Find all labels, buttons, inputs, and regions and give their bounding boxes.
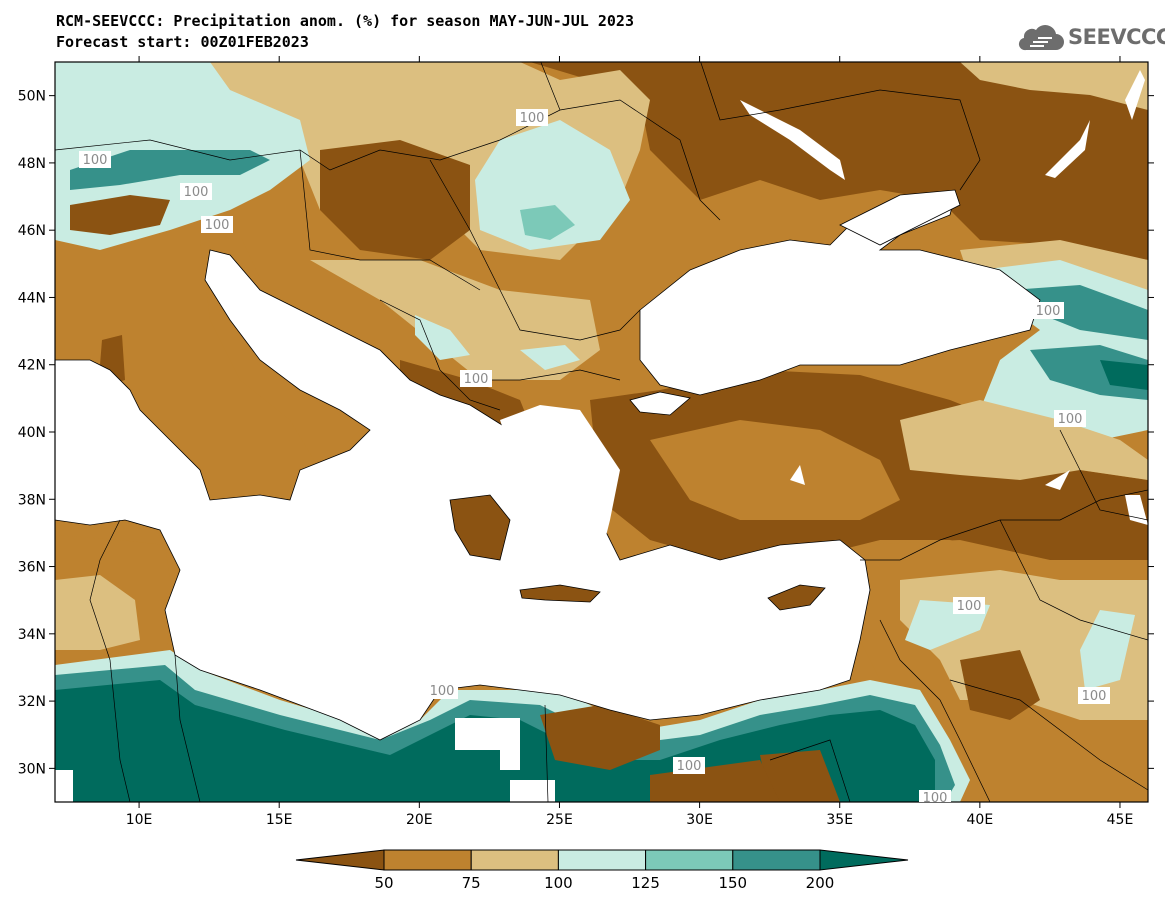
lat-tick-label: 46N [18, 223, 46, 239]
anomaly-region-hungary-dry [320, 140, 470, 260]
anomaly-region-serbia-wet [415, 315, 470, 360]
anomaly-region-caucasus-very-wet [1010, 285, 1148, 340]
logo-text: SEEVCCC [1068, 25, 1165, 49]
contour-label: 100 [1054, 410, 1086, 427]
anomaly-region-egypt-central [650, 760, 780, 802]
contour-label: 100 [919, 790, 951, 806]
anomaly-region-caucasus-south-wet [1030, 345, 1148, 400]
island-crete [519, 584, 601, 603]
anomaly-region-sinai-dry [760, 750, 840, 802]
lat-tick-label: 30N [18, 761, 46, 777]
svg-text:100: 100 [677, 759, 702, 774]
anomaly-region-iraq-wet [1080, 610, 1135, 690]
contour-label: 100 [201, 216, 233, 233]
anomaly-region-turkey-central [650, 420, 900, 520]
island-cyprus [767, 584, 826, 611]
lon-tick-label: 20E [406, 812, 433, 828]
anomaly-region-tunisia-slight [55, 575, 140, 650]
contour-label: 100 [953, 597, 985, 614]
cloud-icon [1018, 25, 1064, 51]
anomaly-region-russia-slight [960, 62, 1148, 110]
missing-data-spot-1 [790, 465, 805, 485]
lon-tick-label: 30E [686, 812, 713, 828]
svg-text:100: 100 [923, 791, 948, 806]
missing-data-block-2 [500, 750, 520, 770]
contour-label: 100 [460, 370, 492, 387]
lat-tick-label: 36N [18, 560, 46, 576]
lon-tick-label: 25E [546, 812, 573, 828]
anomaly-region-iraq-dry [960, 650, 1040, 720]
lon-tick-label: 35E [826, 812, 853, 828]
lon-tick-label: 45E [1107, 812, 1134, 828]
contour-label: 100 [180, 183, 212, 200]
missing-data-streak-2 [1045, 120, 1090, 178]
lon-tick-label: 15E [266, 812, 293, 828]
svg-text:100: 100 [957, 599, 982, 614]
missing-data-streak-1 [740, 100, 845, 180]
forecast-start-label: Forecast start: 00Z01FEB2023 [56, 33, 309, 51]
svg-text:100: 100 [1036, 304, 1061, 319]
seevccc-logo: SEEVCCC [1016, 22, 1165, 58]
anomaly-region-egypt-dry [540, 705, 660, 770]
contour-labels: 100 100 100 100 100 100 100 100 100 100 … [79, 109, 1110, 806]
missing-data-block-1 [455, 718, 520, 750]
contour-label: 100 [673, 757, 705, 774]
sea-aegean [500, 405, 620, 570]
svg-text:100: 100 [205, 218, 230, 233]
contour-label: 100 [516, 109, 548, 126]
anomaly-region-east-turkey-slight [900, 400, 1148, 480]
contour-label: 100 [1078, 687, 1110, 704]
anomaly-region-romania-core [520, 205, 575, 240]
contour-label: 100 [1032, 302, 1064, 319]
anomaly-region-alps-dry [70, 195, 170, 235]
lat-tick-label: 34N [18, 627, 46, 643]
anomaly-region-alps-very-wet [70, 150, 270, 190]
lat-tick-label: 42N [18, 358, 46, 374]
contour-label: 100 [426, 682, 458, 699]
svg-text:100: 100 [1058, 412, 1083, 427]
svg-text:100: 100 [1082, 689, 1107, 704]
svg-text:100: 100 [83, 153, 108, 168]
anomaly-region-romania-wet [475, 120, 630, 250]
svg-text:100: 100 [184, 185, 209, 200]
lon-tick-label: 10E [126, 812, 153, 828]
country-borders [55, 62, 1148, 802]
lon-tick-label: 40E [967, 812, 994, 828]
lat-tick-label: 48N [18, 156, 46, 172]
sea-sea-of-azov [839, 189, 961, 246]
sea-black-sea [639, 194, 1041, 396]
lat-tick-label: 38N [18, 492, 46, 508]
svg-text:100: 100 [430, 684, 455, 699]
peloponnese [449, 494, 511, 561]
anomaly-region-caucasus-core [1100, 360, 1148, 390]
lat-tick-label: 44N [18, 290, 46, 306]
sea-marmara [629, 391, 691, 416]
missing-data-spot-3 [1125, 495, 1148, 525]
missing-data-block-3 [510, 780, 555, 802]
latitude-axis: 50N 48N 46N 44N 42N 40N 38N 36N 34N 32N 30N [18, 89, 1154, 777]
missing-data-block-4 [55, 770, 73, 802]
lat-tick-label: 50N [18, 89, 46, 105]
missing-data-streak-3 [1125, 70, 1145, 120]
chart-title: RCM-SEEVCCC: Precipitation anom. (%) for… [56, 12, 634, 30]
longitude-axis: 10E 15E 20E 25E 30E 35E 40E 45E [126, 56, 1134, 828]
svg-text:100: 100 [520, 111, 545, 126]
contour-label: 100 [79, 151, 111, 168]
lat-tick-label: 40N [18, 425, 46, 441]
missing-data-spot-2 [1045, 470, 1070, 490]
svg-text:100: 100 [464, 372, 489, 387]
lat-tick-label: 32N [18, 694, 46, 710]
anomaly-region-bulgaria-wet [520, 345, 580, 370]
